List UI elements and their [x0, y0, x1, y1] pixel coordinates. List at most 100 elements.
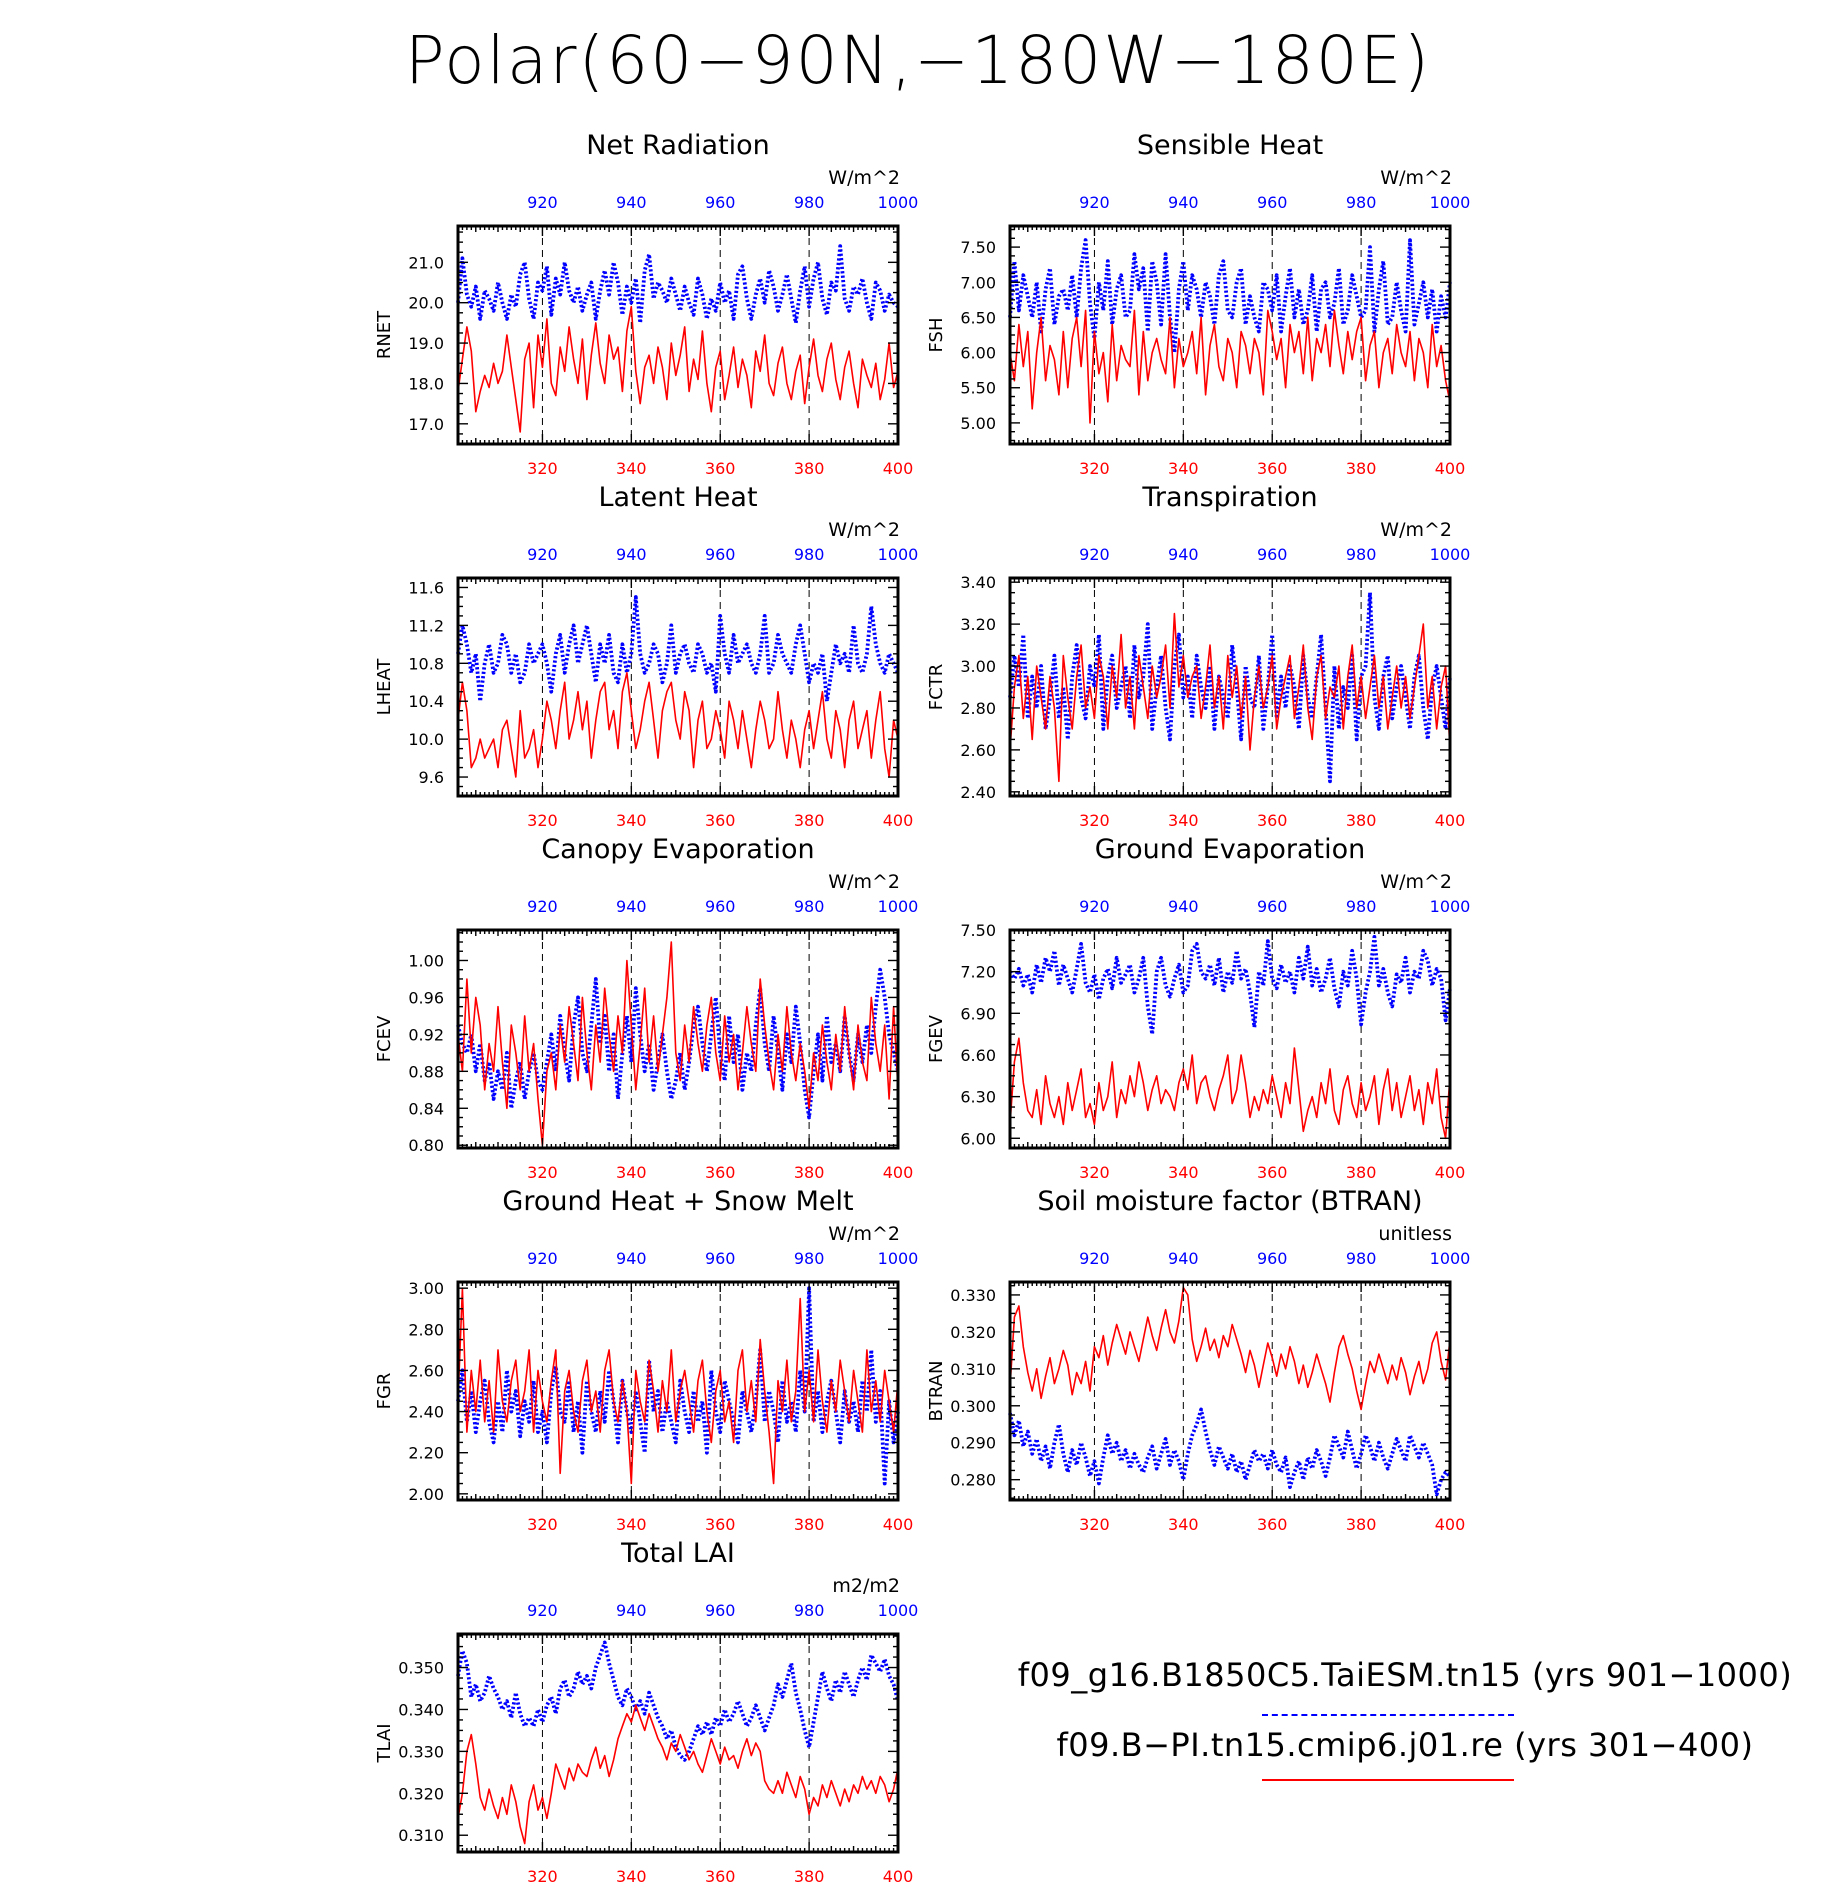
y-tick-label: 3.00 [960, 657, 996, 676]
units-label: unitless [1378, 1223, 1452, 1245]
series-line-blue [1008, 1407, 1452, 1497]
x-top-tick-label: 940 [1168, 193, 1199, 212]
y-tick-label: 6.50 [960, 308, 996, 327]
x-tick-label: 340 [1168, 811, 1199, 830]
y-tick-label: 2.20 [408, 1444, 444, 1463]
x-tick-label: 320 [527, 459, 558, 478]
y-tick-label: 3.40 [960, 573, 996, 592]
units-label: W/m^2 [828, 519, 900, 541]
series-line-red [457, 1704, 899, 1845]
x-top-tick-label: 960 [1257, 897, 1288, 916]
y-tick-label: 0.300 [950, 1397, 996, 1416]
legend-key-b [1262, 1779, 1514, 1781]
x-tick-label: 320 [1079, 459, 1110, 478]
y-tick-label: 5.50 [960, 379, 996, 398]
series-line-red [1009, 1286, 1451, 1411]
panel-3: Latent Heat W/m^2 LHEAT 320 340 360 380 400 920 9… [374, 482, 918, 830]
plot-frame [456, 576, 900, 798]
series-line-red [1009, 309, 1451, 424]
y-tick-label: 18.0 [408, 374, 444, 393]
x-tick-label: 360 [1257, 1515, 1288, 1534]
x-tick-label: 400 [883, 1515, 914, 1534]
y-tick-label: 9.6 [419, 768, 444, 787]
panel-title: Total LAI [620, 1538, 735, 1569]
y-axis-label: FCTR [926, 664, 947, 710]
x-tick-label: 360 [705, 459, 736, 478]
units-label: W/m^2 [828, 1223, 900, 1245]
panel-8: Soil moisture factor (BTRAN) unitless BTRA… [926, 1186, 1470, 1534]
units-label: W/m^2 [1380, 167, 1452, 189]
x-tick-label: 320 [527, 1515, 558, 1534]
panel-title: Latent Heat [598, 482, 757, 513]
x-top-tick-label: 960 [705, 193, 736, 212]
x-top-tick-label: 960 [705, 1249, 736, 1268]
y-tick-label: 2.60 [408, 1361, 444, 1380]
panel-2: Sensible Heat W/m^2 FSH 320 340 360 380 400 920 9… [926, 130, 1470, 478]
panel-title: Soil moisture factor (BTRAN) [1037, 1186, 1422, 1217]
x-top-tick-label: 980 [1346, 897, 1377, 916]
x-tick-label: 320 [1079, 1163, 1110, 1182]
x-top-tick-label: 920 [527, 897, 558, 916]
x-tick-label: 320 [1079, 811, 1110, 830]
x-top-tick-label: 1000 [878, 1601, 919, 1620]
y-tick-label: 3.20 [960, 615, 996, 634]
x-top-tick-label: 920 [1079, 545, 1110, 564]
y-tick-label: 7.50 [960, 921, 996, 940]
x-tick-label: 380 [794, 811, 825, 830]
series-line-red [457, 1287, 899, 1485]
x-top-tick-label: 980 [1346, 545, 1377, 564]
series-line-red [1009, 612, 1451, 783]
x-tick-label: 320 [527, 1867, 558, 1884]
x-tick-label: 340 [616, 1515, 647, 1534]
y-tick-label: 6.30 [960, 1088, 996, 1107]
legend-key-a [1262, 1714, 1514, 1716]
x-tick-label: 340 [616, 1867, 647, 1884]
plot-frame [1008, 928, 1452, 1150]
y-axis-label: FSH [926, 318, 947, 353]
plot-frame [1008, 1280, 1452, 1502]
legend-label-a: f09_g16.B1850C5.TaiESM.tn15 (yrs 901−100… [1017, 1656, 1793, 1694]
x-tick-label: 400 [883, 811, 914, 830]
x-tick-label: 400 [1435, 1515, 1466, 1534]
x-tick-label: 340 [1168, 459, 1199, 478]
x-tick-label: 340 [616, 811, 647, 830]
y-tick-label: 0.290 [950, 1434, 996, 1453]
x-top-tick-label: 960 [705, 545, 736, 564]
x-top-tick-label: 1000 [1430, 193, 1471, 212]
y-tick-label: 10.0 [408, 730, 444, 749]
panel-6: Ground Evaporation W/m^2 FGEV 320 340 360 380 4… [926, 834, 1470, 1182]
panel-title: Canopy Evaporation [541, 834, 814, 865]
series-line-blue [456, 967, 900, 1120]
x-tick-label: 380 [794, 1867, 825, 1884]
y-tick-label: 6.00 [960, 344, 996, 363]
y-tick-label: 11.2 [408, 616, 444, 635]
figure-title: Polar(60−90N,−180W−180E) [404, 22, 1432, 99]
x-tick-label: 400 [883, 1867, 914, 1884]
x-top-tick-label: 940 [1168, 1249, 1199, 1268]
x-top-tick-label: 980 [1346, 1249, 1377, 1268]
x-tick-label: 360 [1257, 459, 1288, 478]
panel-title: Sensible Heat [1137, 130, 1323, 161]
y-tick-label: 7.50 [960, 238, 996, 257]
y-tick-label: 6.90 [960, 1004, 996, 1023]
y-tick-label: 10.4 [408, 692, 444, 711]
x-tick-label: 380 [794, 1515, 825, 1534]
panel-title: Transpiration [1141, 482, 1317, 513]
x-tick-label: 400 [883, 1163, 914, 1182]
units-label: W/m^2 [1380, 519, 1452, 541]
x-tick-label: 360 [705, 1867, 736, 1884]
x-tick-label: 380 [1346, 811, 1377, 830]
x-tick-label: 320 [527, 811, 558, 830]
y-tick-label: 0.280 [950, 1471, 996, 1490]
x-top-tick-label: 940 [616, 193, 647, 212]
x-tick-label: 380 [794, 1163, 825, 1182]
y-tick-label: 1.00 [408, 951, 444, 970]
x-tick-label: 380 [1346, 1163, 1377, 1182]
x-tick-label: 320 [527, 1163, 558, 1182]
x-tick-label: 360 [1257, 811, 1288, 830]
y-tick-label: 2.80 [960, 699, 996, 718]
panel-7: Ground Heat + Snow Melt W/m^2 FGR 320 340 360… [374, 1186, 918, 1534]
y-tick-label: 6.60 [960, 1046, 996, 1065]
y-tick-label: 0.96 [408, 988, 444, 1007]
y-axis-label: BTRAN [926, 1361, 947, 1422]
